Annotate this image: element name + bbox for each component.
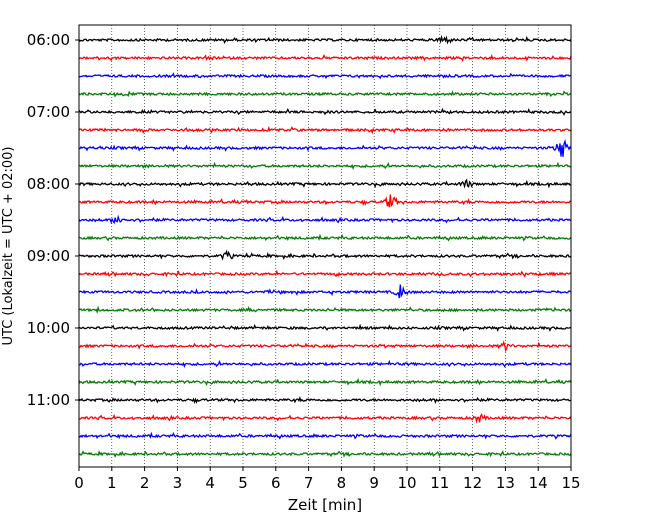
seismogram-trace-row-4 xyxy=(78,107,572,116)
x-tick-label-14: 14 xyxy=(529,474,548,492)
x-tick-label-2: 2 xyxy=(140,474,150,492)
plot-frame xyxy=(78,24,572,468)
y-axis-label: UTC (Lokalzeit = UTC + 02:00) xyxy=(1,147,16,346)
seismogram-trace-row-22 xyxy=(78,431,572,440)
x-tick-label-8: 8 xyxy=(337,474,347,492)
x-tick-label-12: 12 xyxy=(463,474,482,492)
seismogram-trace-row-3 xyxy=(78,90,572,98)
x-tick-label-6: 6 xyxy=(271,474,281,492)
seismogram-trace-row-21 xyxy=(78,413,572,424)
seismogram-trace-row-12 xyxy=(78,249,572,261)
x-tick-label-15: 15 xyxy=(561,474,580,492)
seismogram-trace-row-15 xyxy=(78,305,572,314)
x-axis-ticks: 0 1 2 3 4 5 6 7 8 9 10 11 12 13 14 15 xyxy=(74,467,581,492)
seismogram-trace-row-1 xyxy=(78,53,572,62)
seismogram-trace-row-20 xyxy=(78,396,572,405)
seismogram-trace-row-6 xyxy=(78,138,572,157)
y-tick-label-4: 10:00 xyxy=(27,319,70,337)
seismogram-trace-row-5 xyxy=(78,125,572,135)
x-axis-label: Zeit [min] xyxy=(288,496,362,514)
x-tick-label-1: 1 xyxy=(107,474,117,492)
y-tick-label-3: 09:00 xyxy=(27,247,70,265)
seismogram-trace-row-9 xyxy=(78,194,572,208)
seismogram-trace-row-16 xyxy=(78,323,572,332)
x-tick-label-3: 3 xyxy=(173,474,183,492)
seismogram-trace-row-8 xyxy=(78,178,572,189)
y-tick-label-2: 08:00 xyxy=(27,175,70,193)
x-tick-label-10: 10 xyxy=(397,474,416,492)
x-tick-label-4: 4 xyxy=(205,474,215,492)
x-tick-label-9: 9 xyxy=(369,474,379,492)
x-tick-label-13: 13 xyxy=(496,474,515,492)
y-tick-label-1: 07:00 xyxy=(27,103,70,121)
seismogram-trace-row-10 xyxy=(78,214,572,225)
seismogram-traces xyxy=(78,34,572,459)
seismogram-trace-row-13 xyxy=(78,269,572,278)
seismogram-trace-row-18 xyxy=(78,359,572,368)
x-tick-label-7: 7 xyxy=(304,474,314,492)
seismogram-trace-row-17 xyxy=(78,340,572,353)
seismogram-trace-row-0 xyxy=(78,34,572,45)
x-tick-label-5: 5 xyxy=(238,474,248,492)
seismogram-trace-row-23 xyxy=(78,449,572,459)
seismogram-trace-row-11 xyxy=(78,233,572,242)
y-tick-label-0: 06:00 xyxy=(27,31,70,49)
y-tick-label-5: 11:00 xyxy=(27,391,70,409)
x-tick-label-0: 0 xyxy=(74,474,84,492)
y-axis-ticks: 06:00 07:00 08:00 09:00 10:00 11:00 xyxy=(27,31,79,409)
seismogram-trace-row-14 xyxy=(78,284,572,299)
seismogram-trace-row-19 xyxy=(78,377,572,387)
seismogram-trace-row-7 xyxy=(78,161,572,170)
seismogram-trace-row-2 xyxy=(78,72,572,80)
plot-area xyxy=(79,25,571,467)
x-tick-label-11: 11 xyxy=(430,474,449,492)
